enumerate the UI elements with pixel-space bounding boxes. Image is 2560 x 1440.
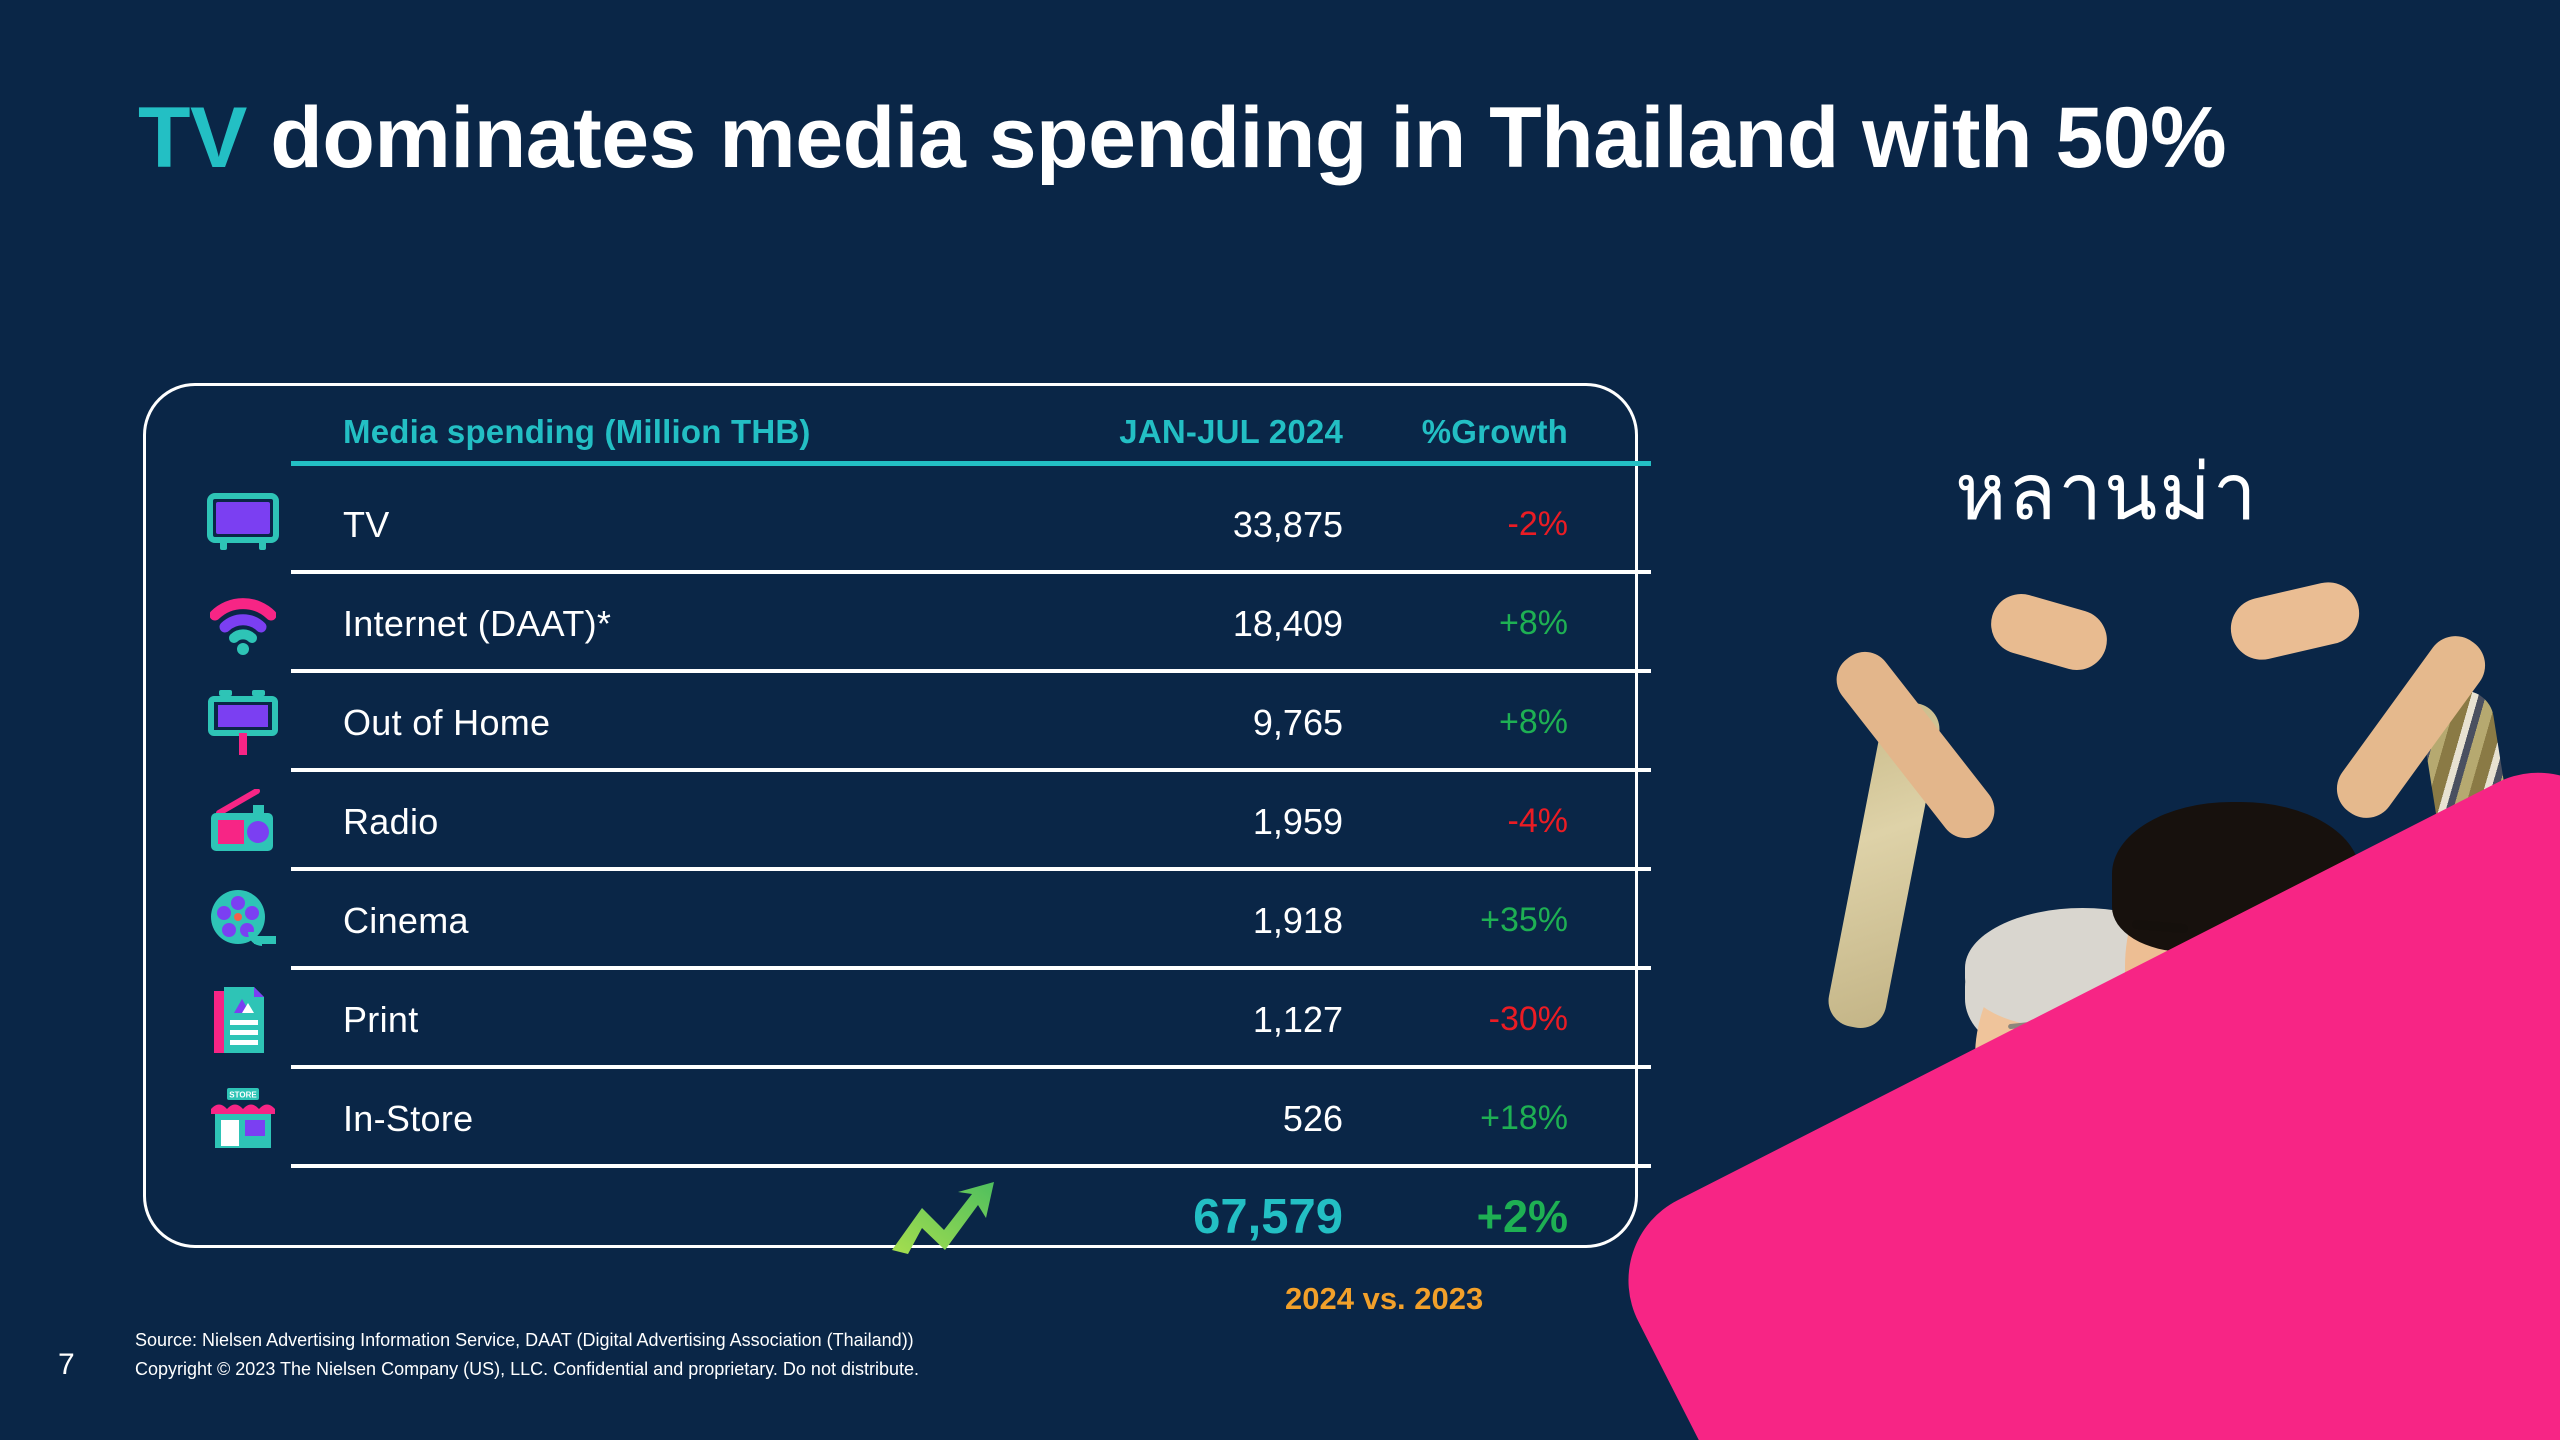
svg-text:STORE: STORE <box>229 1090 257 1099</box>
footer-notes: Source: Nielsen Advertising Information … <box>135 1326 919 1384</box>
wifi-icon <box>143 593 343 655</box>
media-spending-table: Media spending (Million THB) JAN-JUL 202… <box>143 383 1703 1263</box>
row-divider <box>291 1065 1651 1069</box>
film-reel-icon <box>143 888 343 954</box>
row-growth: +35% <box>1480 901 1568 939</box>
trend-up-arrow-icon <box>853 1178 1033 1256</box>
row-growth: +18% <box>1480 1099 1568 1137</box>
table-row: Internet (DAAT)* 18,409 +8% <box>143 574 1703 673</box>
footer-copyright: Copyright © 2023 The Nielsen Company (US… <box>135 1358 919 1379</box>
billboard-icon <box>143 689 343 756</box>
headline-accent: TV <box>138 90 247 186</box>
row-label: Internet (DAAT)* <box>343 602 612 644</box>
store-icon: STORE <box>143 1087 343 1151</box>
total-value: 67,579 <box>1193 1190 1343 1244</box>
row-divider <box>291 1164 1651 1168</box>
row-divider <box>291 867 1651 871</box>
table-body: TV 33,875 -2% Internet (DAAT)* 18,409 +8% Ou… <box>143 475 1703 1168</box>
row-label: Radio <box>343 800 439 842</box>
row-value: 1,959 <box>1252 800 1343 842</box>
table-card-border <box>143 383 1638 1248</box>
table-row: STORE In-Store 526 +18% <box>143 1069 1703 1168</box>
total-growth: +2% <box>1476 1191 1568 1242</box>
table-row: Cinema 1,918 +35% <box>143 871 1703 970</box>
row-label: In-Store <box>343 1097 474 1139</box>
row-divider <box>291 570 1651 574</box>
page-number: 7 <box>58 1348 75 1381</box>
page-title: TV dominates media spending in Thailand … <box>138 88 2438 189</box>
header-period: JAN-JUL 2024 <box>1119 413 1343 450</box>
row-label: Cinema <box>343 899 469 941</box>
table-row: Out of Home 9,765 +8% <box>143 673 1703 772</box>
newspaper-icon <box>143 985 343 1055</box>
thai-movie-title: หลานม่า <box>1955 448 2259 538</box>
row-value: 33,875 <box>1232 503 1343 545</box>
row-value: 1,918 <box>1252 899 1343 941</box>
header-growth: %Growth <box>1421 413 1568 450</box>
row-growth: +8% <box>1499 703 1568 741</box>
header-media-spending: Media spending (Million THB) <box>343 413 811 450</box>
table-header-row: Media spending (Million THB) JAN-JUL 202… <box>343 413 1643 451</box>
footer-source: Source: Nielsen Advertising Information … <box>135 1330 914 1350</box>
comparison-label: 2024 vs. 2023 <box>1285 1281 1484 1316</box>
row-value: 526 <box>1282 1097 1343 1139</box>
row-value: 18,409 <box>1232 602 1343 644</box>
row-label: TV <box>343 503 390 545</box>
tv-icon <box>143 492 343 557</box>
row-divider <box>291 768 1651 772</box>
row-divider <box>291 966 1651 970</box>
table-row: Print 1,127 -30% <box>143 970 1703 1069</box>
row-value: 9,765 <box>1252 701 1343 743</box>
row-growth: -2% <box>1507 505 1568 543</box>
radio-icon <box>143 788 343 855</box>
row-growth: -4% <box>1507 802 1568 840</box>
row-divider <box>291 669 1651 673</box>
row-growth: -30% <box>1488 1000 1568 1038</box>
table-total-row: 67,579 +2% <box>143 1169 1703 1265</box>
table-row: Radio 1,959 -4% <box>143 772 1703 871</box>
table-row: TV 33,875 -2% <box>143 475 1703 574</box>
row-growth: +8% <box>1499 604 1568 642</box>
headline-rest: dominates media spending in Thailand wit… <box>246 90 2227 186</box>
header-underline <box>291 461 1651 466</box>
row-label: Print <box>343 998 419 1040</box>
row-value: 1,127 <box>1252 998 1343 1040</box>
row-label: Out of Home <box>343 701 551 743</box>
